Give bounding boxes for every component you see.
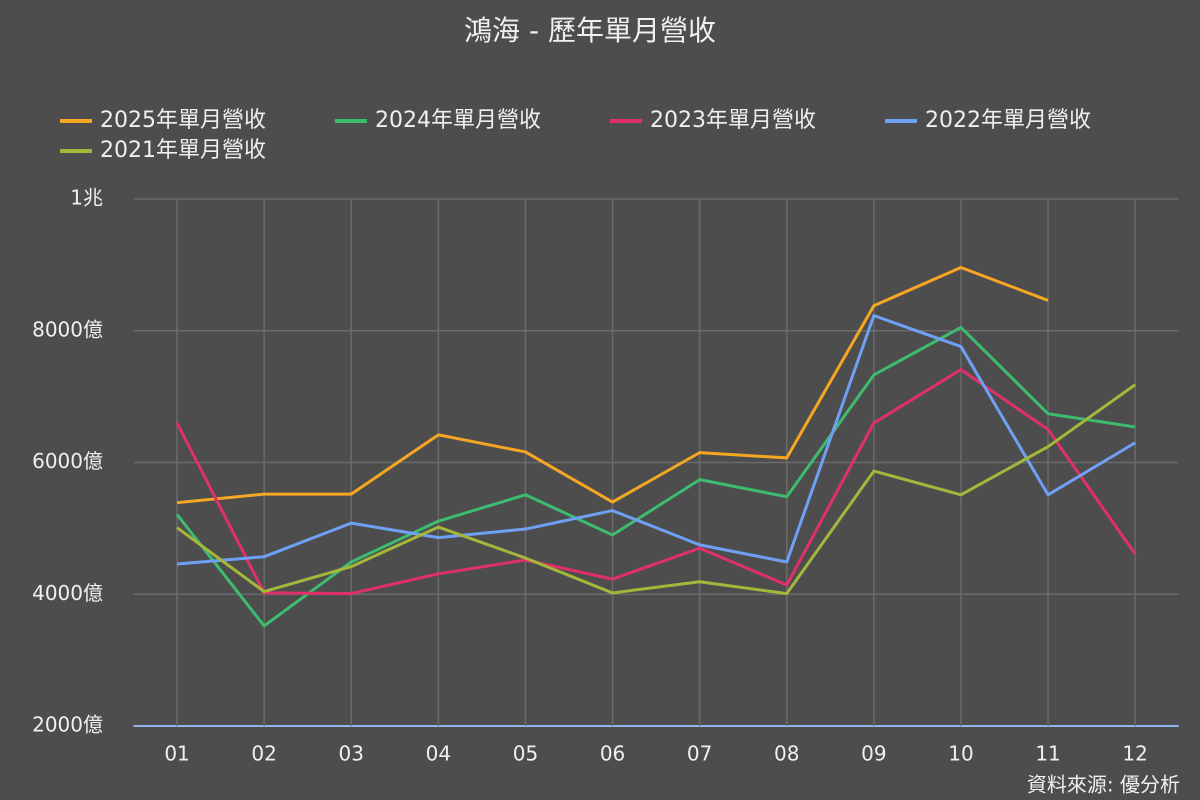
x-tick-label: 08 — [774, 742, 799, 766]
y-tick-label: 2000億 — [32, 713, 103, 737]
x-tick-label: 07 — [687, 742, 712, 766]
legend-label: 2024年單月營收 — [375, 108, 541, 133]
x-tick-label: 03 — [339, 742, 364, 766]
legend-label: 2022年單月營收 — [925, 108, 1091, 133]
x-tick-label: 01 — [164, 742, 189, 766]
x-tick-label: 02 — [251, 742, 276, 766]
x-tick-label: 05 — [513, 742, 538, 766]
legend-label: 2023年單月營收 — [650, 108, 816, 133]
y-tick-label: 1兆 — [70, 186, 103, 210]
x-tick-label: 06 — [600, 742, 625, 766]
chart-title: 鴻海 - 歷年單月營收 — [464, 14, 716, 47]
series-line — [175, 325, 1136, 628]
x-tick-label: 04 — [426, 742, 451, 766]
y-tick-label: 8000億 — [32, 317, 103, 341]
source-note: 資料來源: 優分析 — [1027, 773, 1180, 797]
legend-label: 2025年單月營收 — [100, 108, 266, 133]
x-tick-label: 09 — [861, 742, 886, 766]
x-tick-label: 12 — [1122, 742, 1147, 766]
x-tick-label: 10 — [948, 742, 973, 766]
series-line — [176, 314, 1136, 566]
y-tick-label: 4000億 — [32, 581, 103, 605]
y-tick-label: 6000億 — [32, 449, 103, 473]
series-line — [176, 266, 1049, 505]
x-tick-label: 11 — [1035, 742, 1060, 766]
series-line — [176, 383, 1137, 596]
legend-label: 2021年單月營收 — [100, 138, 266, 163]
series-line — [175, 368, 1137, 596]
